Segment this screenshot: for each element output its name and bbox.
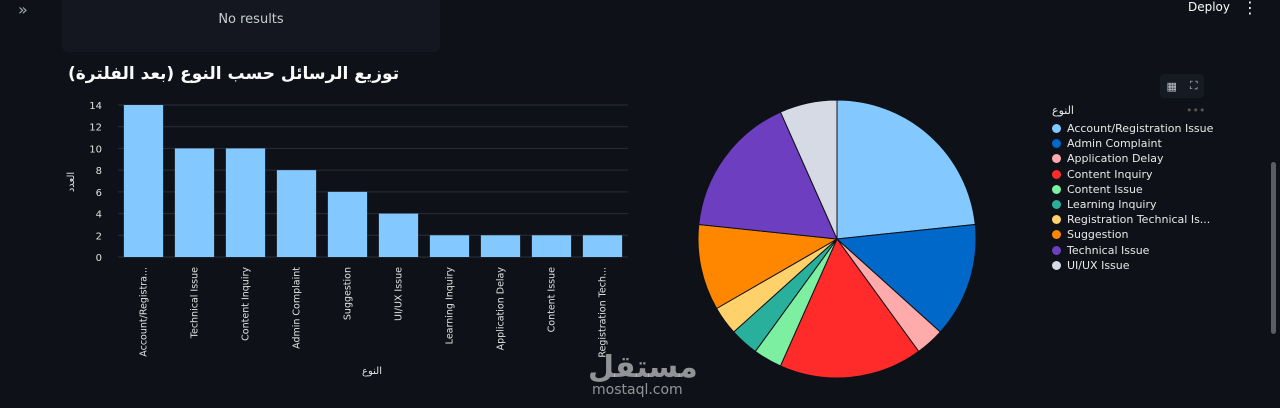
- legend-swatch: [1052, 260, 1061, 270]
- bar: [582, 235, 623, 257]
- x-tick-label: Learning Inquiry: [445, 267, 456, 345]
- fullscreen-icon[interactable]: ⛶: [1189, 79, 1198, 92]
- legend-item[interactable]: UI/UX Issue: [1052, 258, 1213, 273]
- x-tick-label: Content Issue: [547, 267, 558, 333]
- legend-more-icon[interactable]: •••: [1186, 104, 1206, 117]
- y-axis-label: العدد: [66, 172, 77, 192]
- watermark-url: mostaql.com: [592, 382, 683, 398]
- main-menu-icon[interactable]: ⋮: [1242, 0, 1258, 17]
- pie-slice: [835, 223, 977, 333]
- x-tick-label: Content Inquiry: [241, 267, 252, 341]
- y-tick-label: 2: [96, 231, 102, 242]
- bar: [429, 235, 470, 257]
- bar: [123, 105, 164, 257]
- no-results-text: No results: [218, 12, 284, 27]
- bar: [225, 148, 266, 257]
- legend-item[interactable]: Admin Complaint: [1052, 136, 1213, 151]
- legend-label: Account/Registration Issue: [1067, 122, 1214, 136]
- legend-label: Admin Complaint: [1067, 137, 1162, 151]
- table-view-icon[interactable]: ▦: [1166, 79, 1177, 93]
- legend-title: النوع: [1052, 104, 1074, 117]
- y-tick-label: 14: [89, 101, 102, 112]
- x-tick-label: Suggestion: [343, 267, 354, 320]
- legend-item[interactable]: Content Inquiry: [1052, 167, 1213, 182]
- sidebar-expand-icon[interactable]: »: [18, 0, 28, 19]
- legend-swatch: [1052, 184, 1061, 194]
- legend-label: Suggestion: [1067, 228, 1129, 242]
- x-tick-label: Application Delay: [496, 267, 507, 351]
- pie-slice: [698, 111, 838, 240]
- pie-chart: [697, 99, 977, 379]
- x-tick-label: UI/UX Issue: [394, 267, 405, 321]
- legend-item[interactable]: Account/Registration Issue: [1052, 121, 1213, 136]
- x-tick-label: Registration Tech...: [598, 267, 609, 358]
- filter-dropdown-panel: No results: [62, 0, 440, 52]
- pie-legend: النوع Account/Registration Issue Admin Co…: [1052, 104, 1213, 273]
- legend-label: Registration Technical Is...: [1067, 213, 1211, 227]
- pie-slice: [697, 223, 839, 310]
- legend-swatch: [1052, 154, 1061, 164]
- y-tick-label: 10: [89, 144, 102, 155]
- legend-item[interactable]: Learning Inquiry: [1052, 197, 1213, 212]
- y-tick-label: 4: [96, 210, 102, 221]
- pie-slice: [779, 99, 838, 240]
- pie-slice: [836, 99, 976, 240]
- bar: [327, 191, 368, 257]
- y-tick-label: 0: [96, 253, 102, 264]
- bar: [480, 235, 521, 257]
- legend-swatch: [1052, 139, 1061, 149]
- x-axis-label: النوع: [362, 366, 382, 377]
- deploy-button[interactable]: Deploy: [1187, 0, 1230, 14]
- legend-item[interactable]: Technical Issue: [1052, 243, 1213, 258]
- legend-label: Content Issue: [1067, 182, 1143, 196]
- legend-label: Technical Issue: [1067, 243, 1150, 257]
- y-tick-label: 12: [89, 123, 102, 134]
- bar: [378, 213, 419, 257]
- chart-title: توزيع الرسائل حسب النوع (بعد الفلترة): [68, 64, 400, 84]
- legend-swatch: [1052, 124, 1061, 134]
- legend-item[interactable]: Content Issue: [1052, 182, 1213, 197]
- y-tick-label: 8: [96, 166, 102, 177]
- y-tick-label: 6: [96, 188, 102, 199]
- legend-swatch: [1052, 215, 1061, 225]
- x-tick-label: Account/Registra...: [139, 267, 150, 357]
- legend-item[interactable]: Suggestion: [1052, 227, 1213, 242]
- legend-label: Content Inquiry: [1067, 167, 1153, 181]
- scrollbar[interactable]: [1271, 162, 1276, 334]
- x-tick-label: Technical Issue: [190, 267, 201, 339]
- legend-item[interactable]: Registration Technical Is...: [1052, 212, 1213, 227]
- bar: [276, 170, 317, 257]
- bar: [174, 148, 215, 257]
- bar-chart: 0 2 4 6 8 10 12 14 Account/Registra... Technical …: [66, 101, 628, 377]
- legend-swatch: [1052, 230, 1061, 240]
- watermark-logo: مستقل: [588, 350, 698, 385]
- legend-swatch: [1052, 245, 1061, 255]
- legend-swatch: [1052, 200, 1061, 210]
- chart-toolbar: ▦ ⛶: [1160, 74, 1204, 98]
- legend-label: Learning Inquiry: [1067, 198, 1157, 212]
- legend-label: Application Delay: [1067, 152, 1164, 166]
- legend-swatch: [1052, 169, 1061, 179]
- legend-label: UI/UX Issue: [1067, 258, 1130, 272]
- bar: [531, 235, 572, 257]
- legend-item[interactable]: Application Delay: [1052, 151, 1213, 166]
- pie-slice: [779, 238, 920, 379]
- x-tick-label: Admin Complaint: [292, 267, 303, 349]
